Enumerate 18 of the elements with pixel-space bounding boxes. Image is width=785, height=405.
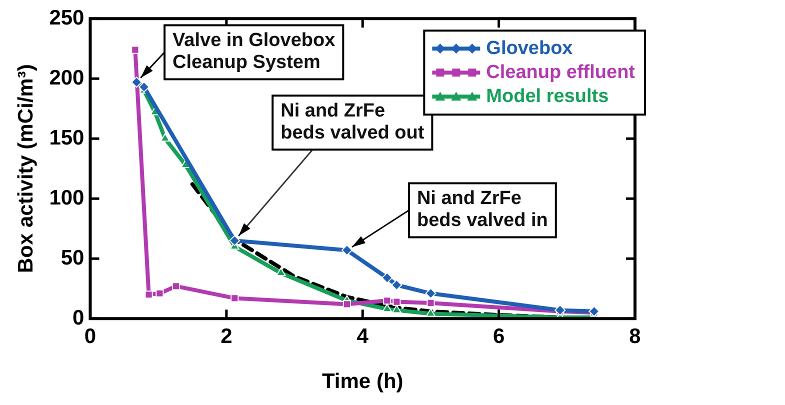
x-axis-title: Time (h) [322,370,404,394]
legend-label: Model results [486,86,609,107]
y-tick-label: 50 [60,246,84,270]
legend-label: Glovebox [486,38,574,59]
x-tick-label: 8 [629,324,642,348]
legend-label: Cleanup effluent [486,62,636,83]
annotation: Ni and ZrFe beds valved in [416,188,548,231]
y-axis-title: Box activity (mCi/m³) [14,64,38,274]
x-tick-label: 4 [356,324,369,348]
y-tick-label: 250 [49,6,84,30]
y-tick-label: 0 [72,306,84,330]
annotation: Valve in Glovebox Cleanup System [172,30,336,73]
y-tick-label: 150 [49,126,84,150]
x-tick-label: 6 [492,324,505,348]
x-tick-label: 2 [220,324,232,348]
y-tick-label: 100 [49,186,84,210]
annotation: Ni and ZrFe beds valved out [280,100,425,144]
y-tick-label: 200 [49,66,84,90]
